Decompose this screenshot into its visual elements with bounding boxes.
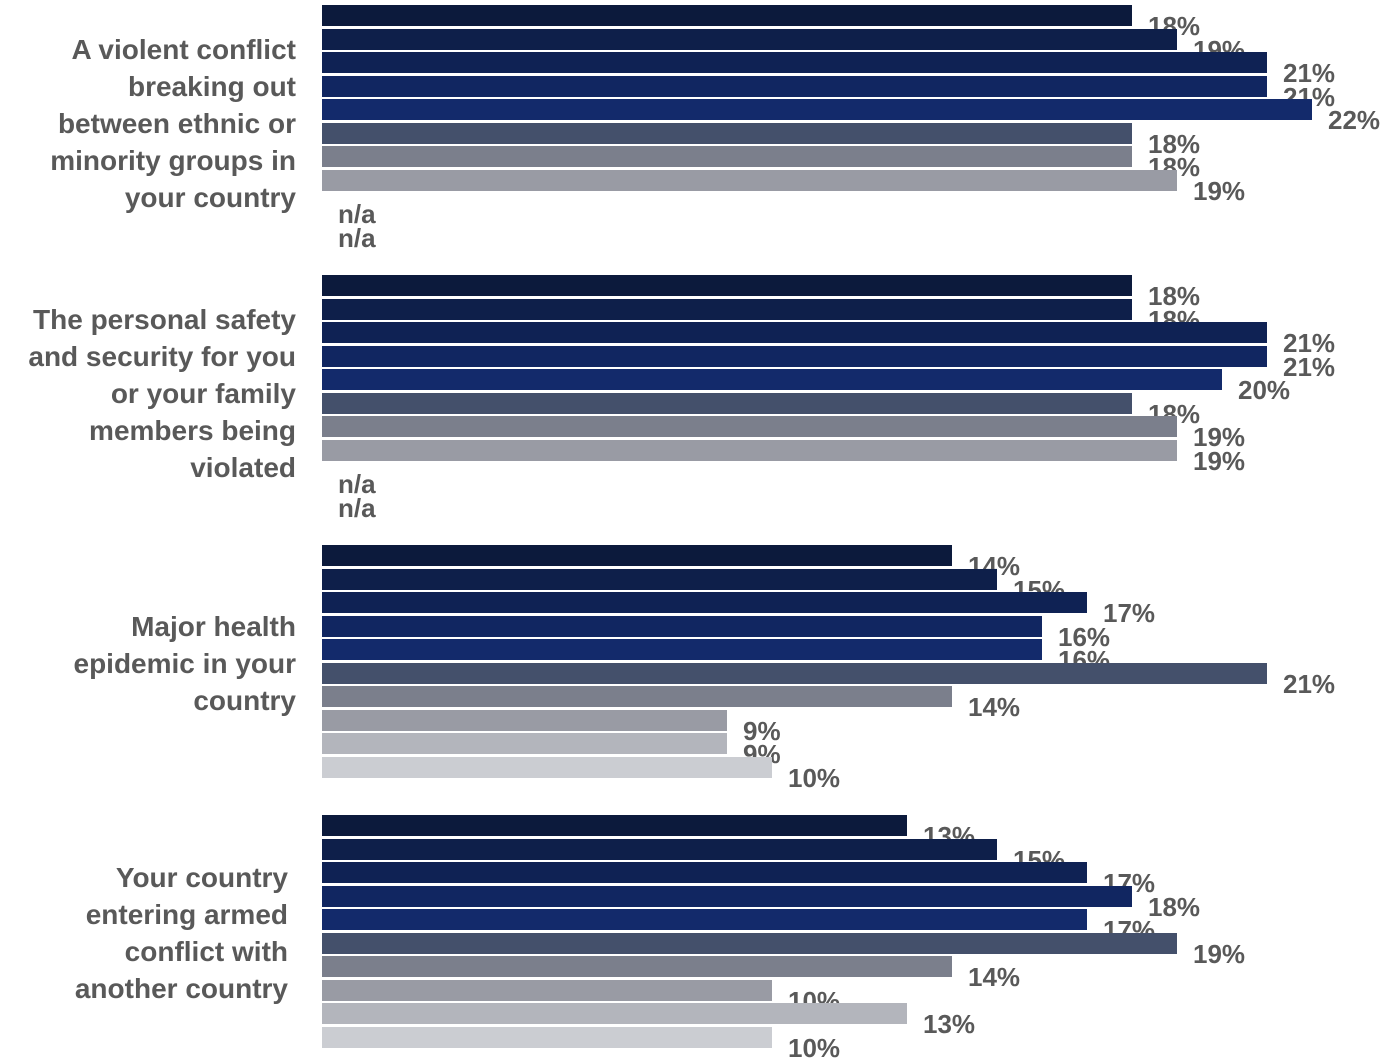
data-label: 21%: [1283, 351, 1336, 382]
data-label: 21%: [1283, 328, 1336, 358]
category-label: The personal safety and security for you o…: [28, 301, 296, 486]
bar: [322, 592, 1087, 613]
data-label: 22%: [1328, 105, 1381, 135]
data-label: 14%: [968, 962, 1021, 992]
category-label-line: epidemic in your: [73, 647, 297, 679]
bar: [322, 885, 1132, 907]
data-label: 13%: [923, 1009, 976, 1039]
bar: [322, 639, 1042, 660]
bar: [322, 416, 1177, 437]
bar: [322, 568, 997, 590]
category-label-line: The personal safety: [33, 303, 296, 335]
category-label-line: minority groups in: [50, 144, 296, 176]
category-label-line: country: [193, 684, 296, 716]
bar: [322, 615, 1042, 637]
bar: [322, 709, 727, 731]
bar: [322, 956, 952, 977]
bar: [322, 146, 1132, 167]
category-label-line: your country: [124, 181, 296, 213]
data-label: 20%: [1238, 375, 1291, 405]
bar: [322, 686, 952, 707]
data-label: 10%: [788, 1032, 841, 1063]
bar: [322, 122, 1132, 144]
category-label: Your country entering armed conflict with a…: [75, 859, 288, 1007]
data-label: 19%: [1193, 445, 1246, 476]
category-label: Major health epidemic in your country: [74, 608, 297, 719]
data-label: 19%: [1193, 938, 1246, 969]
bar: [322, 392, 1132, 414]
category-label-line: members being: [89, 414, 296, 446]
data-label: 10%: [788, 762, 841, 793]
bar: [322, 838, 997, 860]
data-label: 18%: [1148, 281, 1201, 311]
bar: [322, 932, 1177, 954]
bar: [322, 298, 1132, 320]
data-label: 21%: [1283, 58, 1336, 88]
data-label: 16%: [1058, 621, 1111, 652]
bar: [322, 75, 1267, 97]
bar: [322, 52, 1267, 73]
bar: [322, 322, 1267, 343]
bar: [322, 369, 1222, 390]
category-label-line: violated: [190, 451, 296, 483]
bar: [322, 28, 1177, 50]
bar: [322, 1026, 772, 1048]
data-label: 19%: [1193, 175, 1246, 206]
category-label-line: and security for you: [28, 340, 296, 372]
category-label-line: entering armed: [85, 899, 288, 930]
category-label-line: breaking out: [127, 70, 296, 102]
data-label: n/a: [338, 492, 376, 523]
category-label-line: Your country: [115, 862, 288, 893]
bar: [322, 439, 1177, 461]
bar: [322, 733, 727, 754]
bar: [322, 99, 1312, 120]
data-label: 9%: [743, 715, 781, 746]
category-label-line: conflict with: [124, 936, 288, 967]
data-label: n/a: [338, 199, 376, 229]
data-label: 14%: [968, 692, 1021, 722]
data-label: 21%: [1283, 668, 1336, 699]
data-label: n/a: [338, 469, 376, 499]
bar: [322, 909, 1087, 930]
bar: [322, 345, 1267, 367]
bar: [322, 275, 1132, 296]
bar: [322, 979, 772, 1001]
bar: [322, 756, 772, 778]
category-label: A violent conflict breaking out between et…: [50, 31, 296, 216]
data-label: 19%: [1193, 422, 1246, 452]
data-label: 18%: [1148, 891, 1201, 922]
category-label-line: Major health: [131, 610, 296, 642]
bar: [322, 662, 1267, 684]
bar: [322, 1003, 907, 1024]
bar: [322, 815, 907, 836]
data-label: n/a: [338, 222, 376, 253]
data-label: 18%: [1148, 128, 1201, 159]
data-label: 17%: [1103, 598, 1156, 628]
category-label-line: between ethnic or: [57, 107, 296, 139]
bar: [322, 5, 1132, 26]
category-label-line: or your family: [110, 377, 296, 409]
bar: [322, 169, 1177, 191]
category-label-line: another country: [74, 973, 288, 1004]
bar: [322, 545, 952, 566]
bar: [322, 862, 1087, 883]
category-label-line: A violent conflict: [71, 33, 296, 65]
